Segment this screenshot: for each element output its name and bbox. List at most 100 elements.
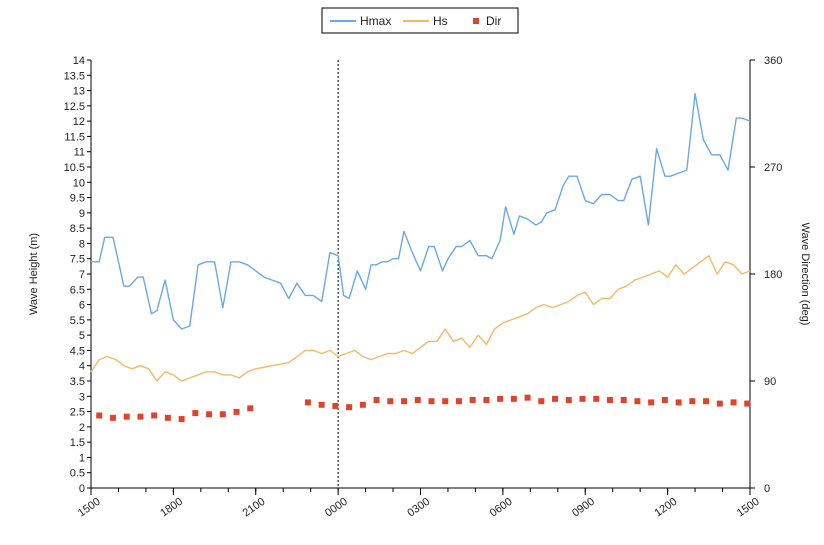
dir-point bbox=[137, 413, 144, 420]
left-tick-label: 8 bbox=[79, 238, 85, 250]
left-tick-label: 0.5 bbox=[70, 468, 85, 480]
dir-point bbox=[716, 400, 723, 407]
legend: Hmax Hs Dir bbox=[321, 7, 519, 34]
right-axis-title: Wave Direction (deg) bbox=[799, 223, 811, 326]
dir-point bbox=[469, 397, 476, 404]
dir-point bbox=[703, 398, 710, 405]
dir-point bbox=[387, 398, 394, 405]
left-tick-label: 5 bbox=[79, 330, 85, 342]
right-tick-label: 180 bbox=[764, 269, 782, 281]
left-tick-label: 3 bbox=[79, 391, 85, 403]
dir-point bbox=[744, 400, 751, 407]
dir-point bbox=[401, 398, 408, 405]
dir-point bbox=[233, 408, 240, 415]
x-tick-label: 0900 bbox=[570, 496, 597, 520]
left-tick-label: 7 bbox=[79, 269, 85, 281]
dir-point bbox=[219, 411, 226, 418]
left-tick-label: 6.5 bbox=[70, 284, 85, 296]
left-axis-ticks: 00.511.522.533.544.555.566.577.588.599.5… bbox=[64, 55, 91, 495]
dir-point bbox=[510, 395, 517, 402]
dir-point bbox=[648, 399, 655, 406]
left-tick-label: 9 bbox=[79, 208, 85, 220]
left-tick-label: 4 bbox=[79, 361, 85, 373]
dir-point bbox=[442, 398, 449, 405]
right-tick-label: 90 bbox=[764, 376, 776, 388]
x-tick-label: 0600 bbox=[488, 496, 515, 520]
left-tick-label: 6 bbox=[79, 300, 85, 312]
dir-point bbox=[109, 414, 116, 421]
right-tick-label: 360 bbox=[764, 55, 782, 67]
dir-point bbox=[178, 416, 185, 423]
left-tick-label: 11 bbox=[74, 147, 85, 159]
left-tick-label: 10 bbox=[73, 177, 85, 189]
left-tick-label: 10.5 bbox=[64, 162, 85, 174]
right-tick-label: 270 bbox=[764, 162, 782, 174]
dir-point bbox=[455, 398, 462, 405]
left-tick-label: 13 bbox=[73, 86, 85, 98]
dir-point bbox=[538, 398, 545, 405]
left-tick-label: 2 bbox=[79, 422, 85, 434]
dir-point bbox=[318, 401, 325, 408]
x-tick-label: 0000 bbox=[323, 496, 350, 520]
dir-point bbox=[206, 411, 213, 418]
series-hmax-line bbox=[91, 92, 751, 330]
right-axis-ticks: 0 90 180 270 360 bbox=[750, 55, 782, 495]
dir-point bbox=[346, 404, 353, 411]
left-tick-label: 1.5 bbox=[70, 437, 85, 449]
dir-point bbox=[689, 398, 696, 405]
x-tick-label: 1500 bbox=[76, 496, 103, 520]
dir-point bbox=[483, 397, 490, 404]
dir-point bbox=[606, 397, 613, 404]
left-axis-title: Wave Height (m) bbox=[28, 233, 40, 315]
dir-point bbox=[661, 397, 668, 404]
series-layer bbox=[90, 92, 751, 423]
left-tick-label: 0 bbox=[79, 483, 85, 495]
dir-point bbox=[730, 399, 737, 406]
left-tick-label: 12 bbox=[73, 116, 85, 128]
left-tick-label: 1 bbox=[79, 452, 85, 464]
x-tick-label: 1800 bbox=[158, 496, 185, 520]
left-tick-label: 3.5 bbox=[70, 376, 85, 388]
dir-point bbox=[428, 398, 435, 405]
x-tick-label: 1200 bbox=[652, 496, 679, 520]
x-axis-ticks: 1500 1800 2100 0000 0300 0600 0900 1200 1500 bbox=[76, 488, 762, 519]
legend-hs-label: Hs bbox=[433, 14, 448, 28]
series-hs-line bbox=[90, 254, 751, 382]
dir-point bbox=[123, 413, 130, 420]
dir-point bbox=[579, 395, 586, 402]
dir-point bbox=[593, 395, 600, 402]
dir-point bbox=[247, 405, 254, 412]
dir-point bbox=[414, 397, 421, 404]
dir-point bbox=[304, 399, 311, 406]
legend-dir-swatch bbox=[473, 18, 479, 24]
left-tick-label: 4.5 bbox=[70, 345, 85, 357]
left-tick-label: 9.5 bbox=[70, 193, 85, 205]
x-tick-label: 2100 bbox=[241, 496, 268, 520]
series-dir bbox=[96, 394, 751, 423]
left-tick-label: 8.5 bbox=[70, 223, 85, 235]
dir-point bbox=[634, 398, 641, 405]
dir-point bbox=[675, 399, 682, 406]
left-tick-label: 14 bbox=[73, 55, 85, 67]
dir-point bbox=[164, 414, 171, 421]
left-tick-label: 12.5 bbox=[64, 101, 85, 113]
dir-point bbox=[497, 395, 504, 402]
dir-point bbox=[620, 397, 627, 404]
dir-point bbox=[151, 412, 158, 419]
left-tick-label: 11.5 bbox=[64, 131, 85, 143]
x-tick-label: 1500 bbox=[735, 496, 762, 520]
legend-dir-label: Dir bbox=[486, 14, 501, 28]
dir-point bbox=[359, 401, 366, 408]
x-tick-label: 0300 bbox=[405, 496, 432, 520]
left-tick-label: 7.5 bbox=[70, 254, 85, 266]
dir-point bbox=[552, 395, 559, 402]
dir-point bbox=[373, 397, 380, 404]
right-tick-label: 0 bbox=[764, 483, 770, 495]
dir-point bbox=[332, 402, 339, 409]
dir-point bbox=[524, 394, 531, 401]
legend-hmax-label: Hmax bbox=[360, 14, 391, 28]
dir-point bbox=[565, 397, 572, 404]
left-tick-label: 2.5 bbox=[70, 407, 85, 419]
left-tick-label: 13.5 bbox=[64, 70, 85, 82]
